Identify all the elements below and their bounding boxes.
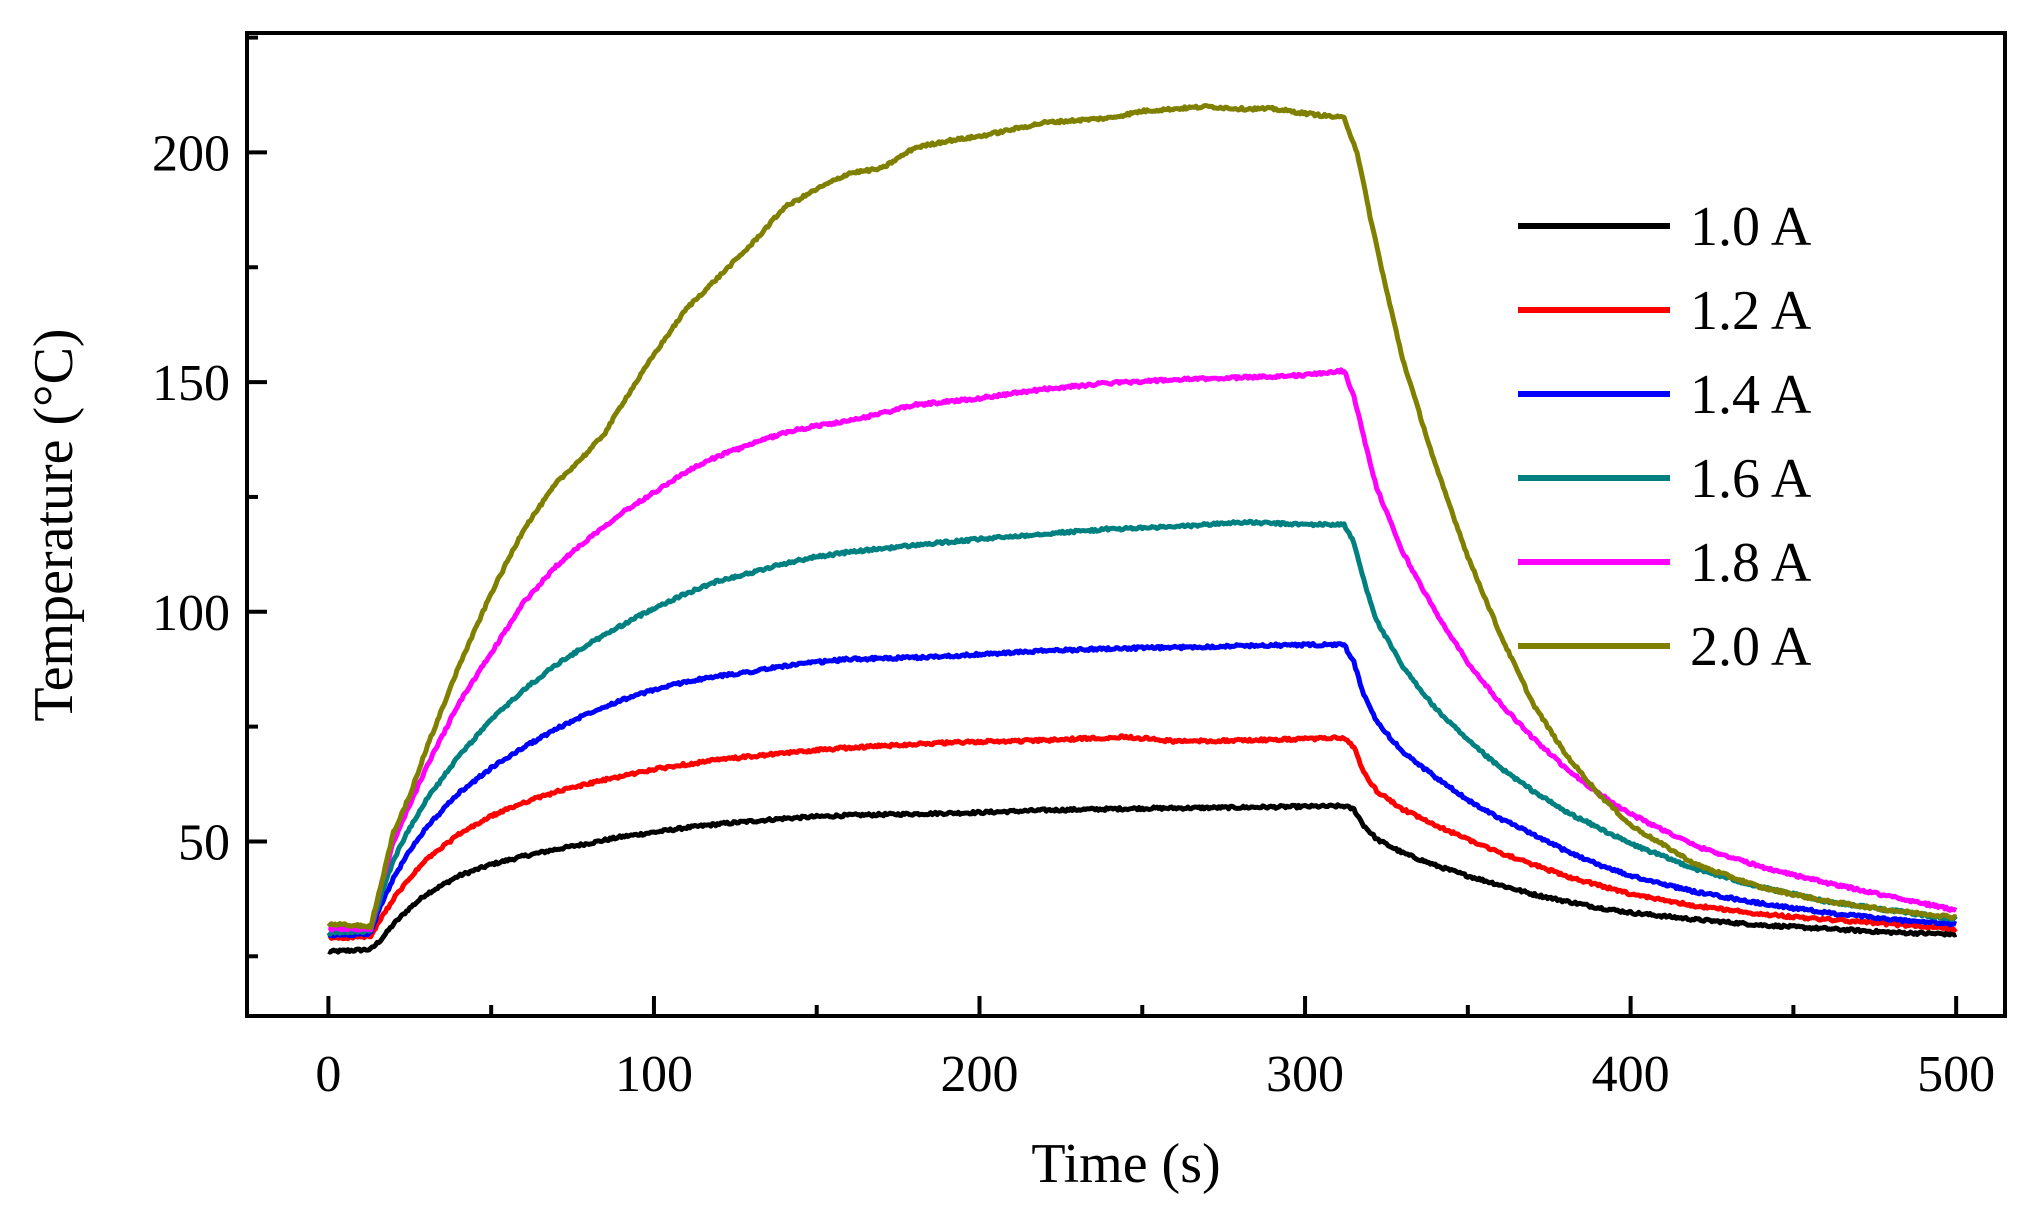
x-tick-label: 200 bbox=[941, 1046, 1019, 1103]
x-tick-label: 400 bbox=[1592, 1046, 1670, 1103]
axis-tick-labels: 0 100 200 300 400 500 50 100 150 200 bbox=[152, 125, 1995, 1103]
series-line-2-0-a bbox=[326, 103, 1958, 930]
legend-label: 2.0 A bbox=[1690, 616, 1812, 678]
legend-label: 1.8 A bbox=[1690, 532, 1812, 594]
x-tick-label: 0 bbox=[315, 1046, 341, 1103]
series-line-1-6-a bbox=[326, 518, 1958, 937]
series-line-1-4-a bbox=[327, 641, 1958, 939]
y-tick-label: 50 bbox=[178, 814, 230, 871]
legend-label: 1.2 A bbox=[1690, 280, 1812, 342]
y-tick-label: 200 bbox=[152, 125, 230, 182]
x-tick-label: 100 bbox=[615, 1046, 693, 1103]
y-tick-label: 150 bbox=[152, 355, 230, 412]
legend-label: 1.0 A bbox=[1690, 196, 1812, 258]
series-line-1-2-a bbox=[327, 733, 1958, 942]
y-tick-label: 100 bbox=[152, 585, 230, 642]
x-axis-title: Time (s) bbox=[1031, 1133, 1220, 1195]
legend-label: 1.6 A bbox=[1690, 448, 1812, 510]
series-lines bbox=[326, 103, 1958, 955]
y-axis-title: Temperature (°C) bbox=[23, 328, 85, 721]
x-tick-label: 500 bbox=[1917, 1046, 1995, 1103]
series-line-1-0-a bbox=[327, 802, 1958, 955]
series-line-1-8-a bbox=[327, 367, 1958, 933]
legend: 1.0 A 1.2 A 1.4 A 1.6 A 1.8 A 2.0 A bbox=[1518, 196, 1812, 678]
axis-ticks bbox=[247, 35, 1959, 1016]
legend-label: 1.4 A bbox=[1690, 364, 1812, 426]
x-tick-label: 300 bbox=[1266, 1046, 1344, 1103]
plot-frame bbox=[245, 31, 2007, 1018]
